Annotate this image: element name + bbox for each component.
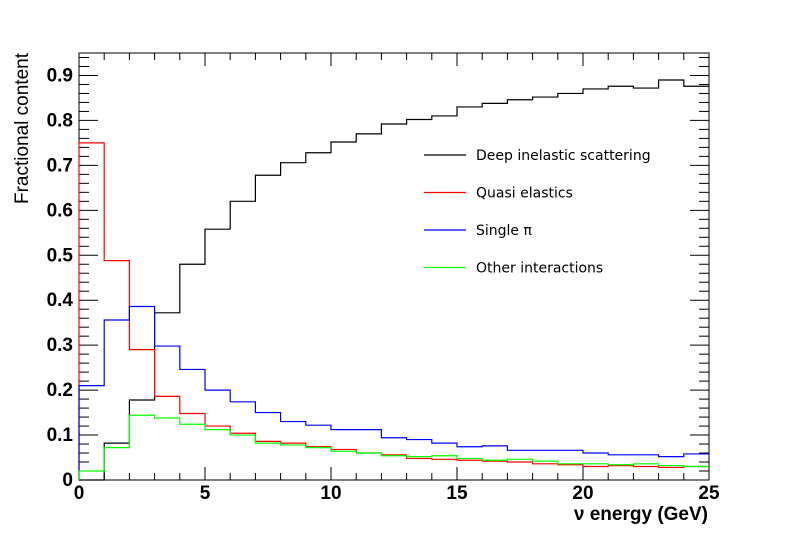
y-tick-label: 0.3 [47,335,73,356]
axis-ticks [78,53,710,481]
y-tick-label: 0.1 [47,425,74,446]
x-tick-label: 10 [320,483,341,504]
legend: Deep inelastic scattering Quasi elastics S… [424,148,651,277]
y-tick-label: 0.4 [47,290,74,311]
x-tick-label: 0 [74,483,85,504]
x-tick-label: 20 [572,483,593,504]
y-tick-label: 0.6 [47,200,73,221]
y-tick-label: 0.9 [47,65,73,86]
y-tick-label: 0.5 [47,245,74,266]
legend-label: Quasi elastics [476,186,573,202]
x-tick-label: 25 [698,483,720,504]
axis-tick-labels: 0 5 10 15 20 25 0 0.1 0.2 0.3 0.4 0.5 0.6 0.7 0.8 0.9 [47,65,720,504]
y-tick-label: 0.7 [47,155,73,176]
legend-label: Other interactions [476,261,603,277]
x-tick-label: 15 [446,483,468,504]
plot-frame [78,52,710,481]
y-tick-label: 0.2 [47,380,73,401]
x-axis-title: ν energy (GeV) [574,504,708,525]
series-single [78,305,709,480]
legend-label: Single π [476,223,532,239]
series-other-interactions [78,414,709,480]
series-deep-inelastic-scattering [79,79,709,481]
y-tick-label: 0 [62,470,73,491]
legend-label: Deep inelastic scattering [476,148,651,164]
series-quasi-elastics [78,142,709,480]
y-tick-label: 0.8 [47,110,73,131]
x-tick-label: 5 [200,483,211,504]
series-layer [78,79,709,481]
y-axis-title: Fractional content [12,52,33,204]
